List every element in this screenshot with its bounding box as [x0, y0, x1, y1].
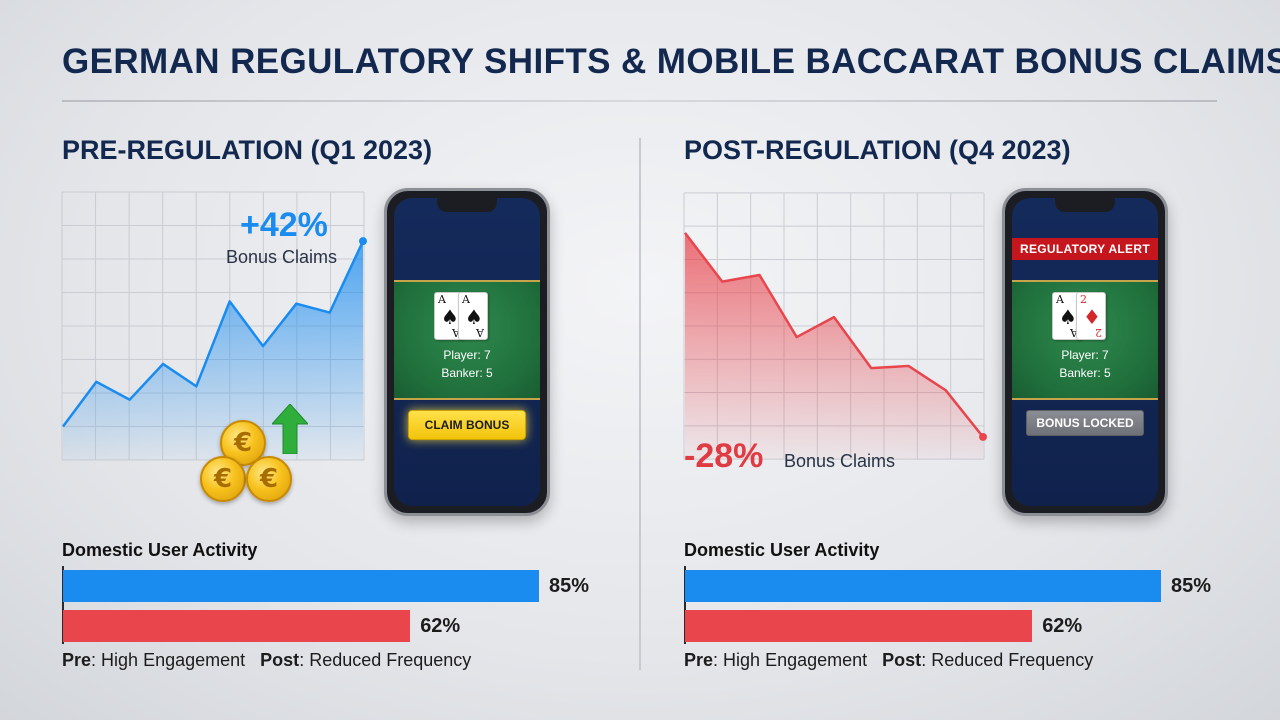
activity-legend: Pre: High Engagement Post: Reduced Frequ… [62, 650, 472, 670]
pre-regulation-panel: PRE-REGULATION (Q1 2023) +42% Bonus Clai… [0, 0, 620, 720]
pre-bonus-claims-chart [61, 191, 367, 461]
player-score: Player: 7 [1061, 348, 1109, 362]
baccarat-table: A ♠ A 2 ♦ 2 Player: 7 Banker: 5 [1012, 280, 1158, 400]
post-activity-bar [685, 610, 1033, 642]
post-bonus-claims-chart [683, 192, 987, 460]
activity-legend: Pre: High Engagement Post: Reduced Frequ… [684, 650, 1094, 670]
pre-section-title: PRE-REGULATION (Q1 2023) [62, 135, 433, 165]
post-activity-value: 62% [1042, 615, 1083, 637]
post-phone: REGULATORY ALERT A ♠ A 2 ♦ 2 Player: 7 B… [1002, 188, 1168, 516]
series-area [63, 241, 363, 460]
pre-activity-value: 85% [1171, 575, 1212, 597]
banker-score: Banker: 5 [1059, 366, 1111, 380]
post-phone-screen: REGULATORY ALERT A ♠ A 2 ♦ 2 Player: 7 B… [1012, 198, 1158, 506]
pre-phone: A ♠ A A ♠ A Player: 7 Banker: 5 CLAIM BO… [384, 188, 550, 516]
baccarat-table: A ♠ A A ♠ A Player: 7 Banker: 5 [394, 280, 540, 400]
post-callout-value: -28% [684, 437, 764, 475]
phone-notch [1055, 198, 1115, 212]
playing-card: A ♠ A [458, 292, 488, 340]
playing-card: A ♠ A [1052, 292, 1082, 340]
post-activity-value: 62% [420, 615, 461, 637]
series-endpoint [359, 237, 367, 246]
post-callout-label: Bonus Claims [784, 451, 896, 471]
pre-activity-bar [685, 570, 1161, 602]
title-divider [62, 100, 1217, 102]
post-activity-bar [63, 610, 411, 642]
pre-activity-bar [63, 570, 539, 602]
panel-divider [639, 138, 641, 670]
series-line [61, 240, 365, 428]
pre-callout-value: +42% [240, 206, 328, 244]
post-regulation-panel: POST-REGULATION (Q4 2023) -28% Bonus Cla… [622, 0, 1242, 720]
playing-card: 2 ♦ 2 [1076, 292, 1106, 340]
series-area [684, 232, 984, 460]
pre-activity-value: 85% [549, 575, 590, 597]
page-title: GERMAN REGULATORY SHIFTS & MOBILE BACCAR… [62, 42, 1280, 81]
post-bar-axis [684, 566, 686, 644]
series-endpoint [979, 432, 987, 441]
euro-coin-icon: € [246, 456, 292, 502]
pre-phone-screen: A ♠ A A ♠ A Player: 7 Banker: 5 CLAIM BO… [394, 198, 540, 506]
series-line [684, 232, 984, 438]
phone-notch [437, 198, 497, 212]
up-arrow-icon [272, 404, 308, 454]
post-activity-title: Domestic User Activity [684, 540, 880, 560]
claim-bonus-button[interactable]: CLAIM BONUS [408, 410, 526, 440]
euro-coin-icon: € [200, 456, 246, 502]
pre-bar-axis [62, 566, 64, 644]
post-section-title: POST-REGULATION (Q4 2023) [684, 135, 1071, 165]
bonus-locked-button[interactable]: BONUS LOCKED [1026, 410, 1144, 436]
banker-score: Banker: 5 [441, 366, 493, 380]
pre-activity-title: Domestic User Activity [62, 540, 258, 560]
pre-callout-label: Bonus Claims [226, 247, 338, 267]
player-score: Player: 7 [443, 348, 491, 362]
regulatory-alert-banner: REGULATORY ALERT [1012, 238, 1158, 260]
